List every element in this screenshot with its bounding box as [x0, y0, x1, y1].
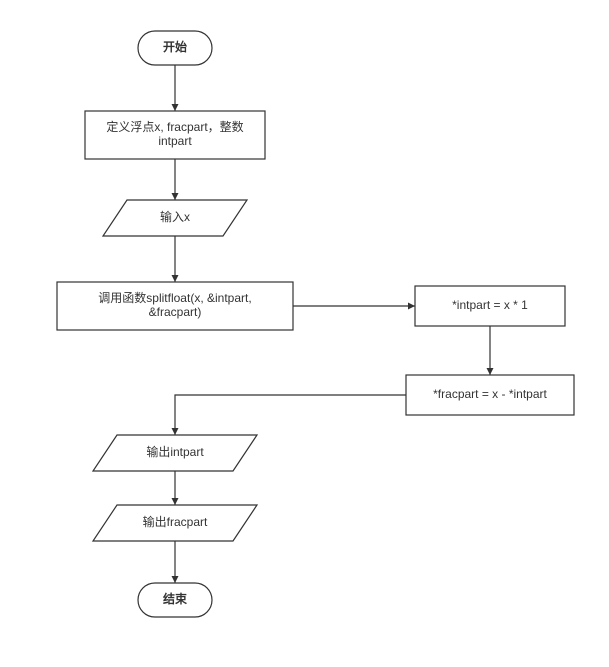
node-assign1: *intpart = x * 1 — [415, 286, 565, 326]
node-label-start: 开始 — [163, 39, 187, 54]
node-label-assign2: *fracpart = x - *intpart — [433, 387, 547, 401]
edge-assign2-to-out1 — [175, 395, 406, 435]
node-label-declare-line1: intpart — [158, 134, 192, 148]
node-label-call-line0: 调用函数splitfloat(x, &intpart, — [98, 290, 251, 305]
flowchart-canvas: 开始定义浮点x, fracpart，整数intpart 输入x 调用函数splitf… — [0, 0, 609, 667]
node-label-out2: 输出fracpart — [143, 514, 208, 529]
node-label-end: 结束 — [163, 591, 188, 606]
node-declare: 定义浮点x, fracpart，整数intpart — [85, 111, 265, 159]
node-input: 输入x — [103, 200, 247, 236]
node-label-call-line1: &fracpart) — [149, 305, 202, 319]
node-call: 调用函数splitfloat(x, &intpart,&fracpart) — [57, 282, 293, 330]
node-label-declare-line0: 定义浮点x, fracpart，整数 — [106, 119, 243, 134]
node-assign2: *fracpart = x - *intpart — [406, 375, 574, 415]
node-label-out1: 输出intpart — [146, 444, 204, 459]
node-label-assign1: *intpart = x * 1 — [452, 298, 528, 312]
node-out2: 输出fracpart — [93, 505, 257, 541]
node-start: 开始 — [138, 31, 212, 65]
node-label-input: 输入x — [160, 209, 190, 224]
node-out1: 输出intpart — [93, 435, 257, 471]
node-end: 结束 — [138, 583, 212, 617]
